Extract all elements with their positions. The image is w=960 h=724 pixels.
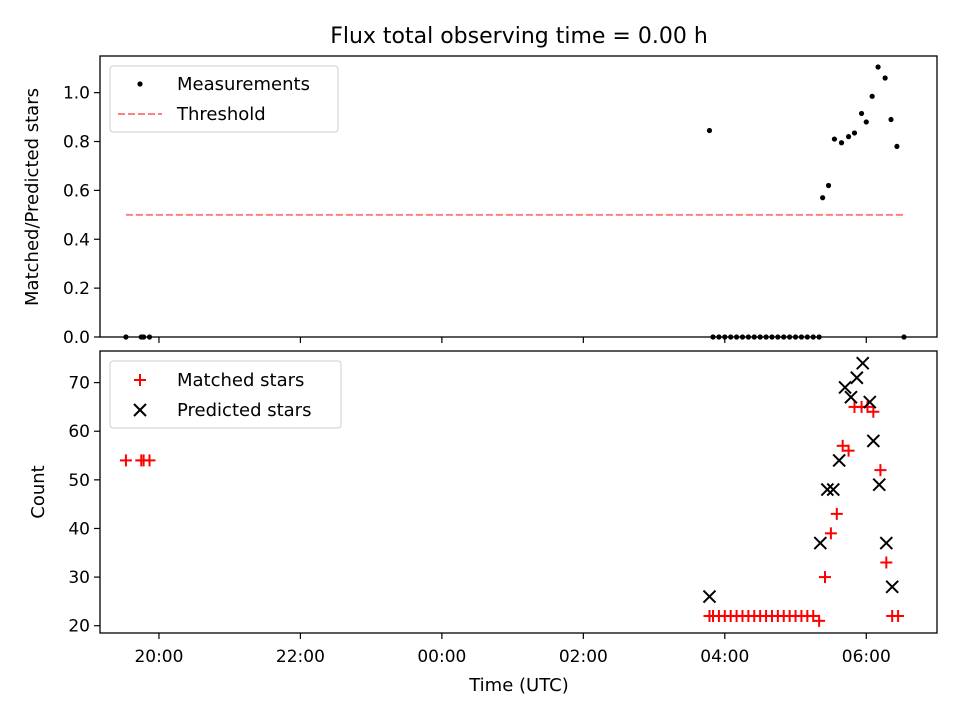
predicted-stars-point: [872, 477, 886, 492]
matched-stars-point: [892, 609, 905, 622]
bottom-axes: 20 30 40 50 60 70 20:00 22:00 00:00 02:00 04:00 06:…: [68, 374, 890, 667]
measurements-point: [869, 93, 875, 99]
legend-measurements-label: Measurements: [177, 74, 310, 95]
matched-stars-point: [830, 507, 843, 520]
measurements-point: [838, 140, 845, 146]
predicted-stars-point: [844, 390, 858, 404]
bottom-legend: Matched stars Predicted stars: [109, 360, 342, 429]
top-legend-box: [109, 65, 339, 133]
measurements-point: [825, 182, 832, 189]
matched-stars-point: [824, 527, 837, 540]
measurements-point: [894, 143, 900, 150]
legend-threshold-label: Threshold: [176, 104, 266, 125]
bottom-y-tick-label: 70: [68, 374, 90, 394]
predicted-stars-point: [820, 482, 835, 497]
measurements-point: [882, 75, 888, 81]
x-tick-label: 04:00: [700, 647, 749, 667]
x-tick-label: 02:00: [559, 647, 608, 667]
chart-title: Flux total observing time = 0.00 h: [330, 24, 708, 49]
bottom-y-tick-label: 20: [68, 617, 90, 637]
predicted-stars-point: [838, 380, 852, 395]
measurements-point: [706, 127, 713, 134]
bottom-y-tick-label: 50: [68, 471, 90, 491]
legend-matched-label: Matched stars: [177, 370, 304, 391]
predicted-stars-point: [832, 453, 846, 468]
x-tick-label: 06:00: [842, 647, 891, 667]
predicted-stars-point: [866, 434, 881, 448]
matched-stars-point: [880, 556, 893, 569]
top-y-tick-label: 1.0: [63, 84, 90, 104]
matched-stars-point: [842, 444, 855, 457]
measurements-point: [851, 130, 858, 136]
matched-stars-point: [819, 571, 832, 584]
x-axis-label: Time (UTC): [468, 675, 569, 696]
bottom-legend-box: [109, 360, 342, 429]
matched-stars-point: [143, 454, 156, 467]
measurements-point: [875, 64, 881, 70]
predicted-stars-point: [813, 536, 827, 550]
measurements-point: [863, 119, 869, 125]
x-tick-label: 22:00: [276, 647, 325, 667]
bottom-frame: [99, 350, 938, 634]
bottom-panel: 20 30 40 50 60 70 20:00 22:00 00:00 02:00 04:00 06:…: [28, 350, 938, 696]
legend-predicted-label: Predicted stars: [177, 400, 311, 421]
top-panel: 0.0 0.2 0.4 0.6 0.8 1.0 Matched/Predicted sta…: [22, 55, 938, 348]
top-marks: [123, 64, 907, 340]
top-y-tick-label: 0.4: [63, 230, 90, 250]
legend-measurements-marker: [137, 81, 143, 87]
x-tick-label: 00:00: [417, 647, 466, 667]
bottom-y-tick-label: 60: [68, 422, 90, 442]
measurements-point: [845, 134, 852, 140]
measurements-point: [888, 116, 894, 123]
measurements-point: [858, 110, 865, 117]
predicted-stars-point: [885, 580, 899, 594]
matched-stars-point: [119, 454, 132, 467]
top-axes: 0.0 0.2 0.4 0.6 0.8 1.0: [63, 84, 867, 348]
legend-predicted-marker: [133, 403, 147, 417]
measurements-point: [831, 136, 838, 142]
predicted-stars-point: [826, 482, 840, 497]
x-tick-label: 20:00: [134, 647, 183, 667]
top-y-tick-label: 0.6: [63, 181, 90, 201]
predicted-stars-point: [850, 371, 864, 385]
top-y-axis-label: Matched/Predicted stars: [22, 88, 43, 306]
legend-matched-marker: [134, 374, 146, 386]
matched-stars-point: [867, 405, 880, 418]
bottom-y-tick-label: 40: [68, 519, 90, 539]
matched-stars-point: [813, 614, 826, 627]
predicted-stars-point: [856, 356, 870, 370]
matched-stars-point: [874, 464, 887, 477]
measurements-point: [820, 195, 826, 201]
predicted-stars-point: [879, 536, 894, 550]
top-y-tick-label: 0.8: [63, 133, 90, 153]
top-y-tick-label: 0.0: [63, 328, 90, 348]
bottom-y-axis-label: Count: [28, 465, 49, 518]
predicted-stars-point: [863, 395, 877, 409]
predicted-stars-point: [702, 589, 717, 604]
bottom-marks: [119, 356, 905, 627]
top-legend: Measurements Threshold: [109, 65, 339, 133]
bottom-y-tick-label: 30: [68, 568, 90, 588]
top-y-tick-label: 0.2: [63, 279, 90, 299]
top-frame: [99, 55, 938, 338]
